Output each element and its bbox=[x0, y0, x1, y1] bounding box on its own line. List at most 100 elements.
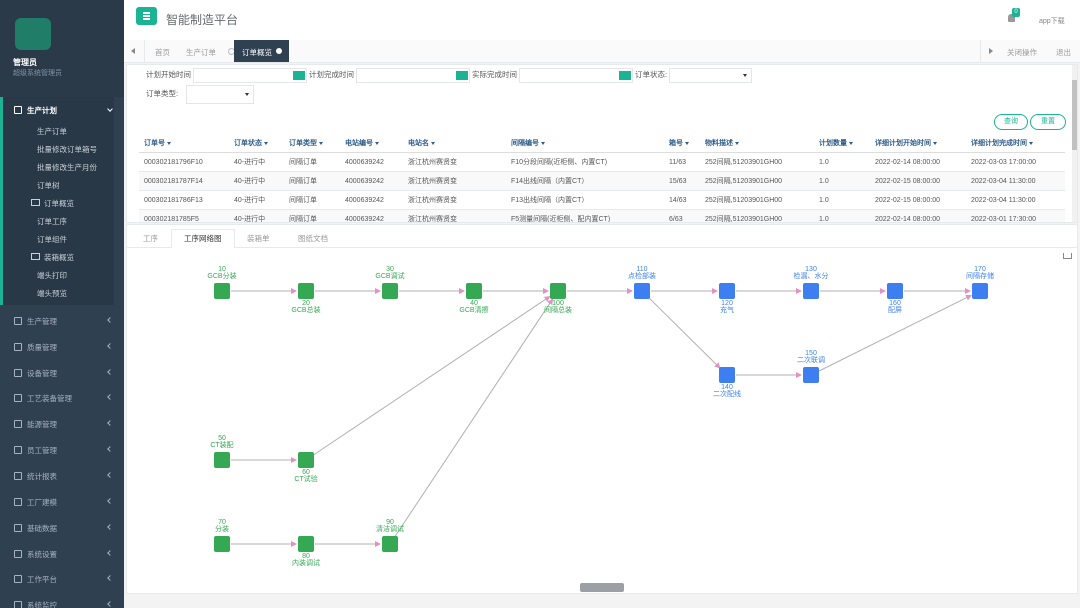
tab[interactable]: 生产订单 bbox=[186, 48, 216, 57]
submenu-item[interactable]: 订单概览 bbox=[0, 197, 124, 209]
process-node[interactable] bbox=[803, 367, 819, 383]
process-node[interactable] bbox=[214, 452, 230, 468]
menu-item[interactable]: 工厂建模 bbox=[0, 496, 124, 508]
column-header[interactable]: 详细计划开始时间 bbox=[870, 134, 966, 153]
detail-tab[interactable]: 装箱单 bbox=[247, 234, 270, 243]
menu-toggle[interactable] bbox=[136, 7, 157, 25]
column-header[interactable]: 订单状态 bbox=[229, 134, 284, 153]
node-code: 30 bbox=[386, 266, 394, 273]
sort-icon[interactable] bbox=[685, 142, 689, 145]
sort-icon[interactable] bbox=[264, 142, 268, 145]
filter-label: 订单类型: bbox=[146, 89, 179, 98]
column-header[interactable]: 物料描述 bbox=[700, 134, 814, 153]
submenu-item[interactable]: 端头预览 bbox=[0, 287, 124, 299]
process-node[interactable] bbox=[719, 367, 735, 383]
logout[interactable]: 退出 bbox=[1056, 48, 1071, 57]
submenu-item[interactable]: 装箱概览 bbox=[0, 251, 124, 263]
table-row[interactable]: 000302181785F5 40-进行中 间隔订单 4000639242 浙江杭州赛贤… bbox=[139, 209, 1065, 222]
menu-item[interactable]: 质量管理 bbox=[0, 341, 124, 353]
sort-icon[interactable] bbox=[375, 142, 379, 145]
column-header[interactable]: 订单类型 bbox=[284, 134, 340, 153]
menu-item[interactable]: 工艺装备管理 bbox=[0, 392, 124, 404]
table-cell: 40-进行中 bbox=[229, 209, 284, 222]
submenu-item[interactable]: 批量修改订单箱号 bbox=[0, 143, 124, 155]
table-cell: 浙江杭州赛贤变 bbox=[403, 171, 506, 191]
bell-icon[interactable] bbox=[1008, 14, 1015, 22]
menu-item[interactable]: 系统设置 bbox=[0, 548, 124, 560]
process-node[interactable] bbox=[634, 283, 650, 299]
menu-item[interactable]: 生产管理 bbox=[0, 315, 124, 327]
menu-item[interactable]: 基础数据 bbox=[0, 522, 124, 534]
table-row[interactable]: 000302181796F10 40-进行中 间隔订单 4000639242 浙江杭州赛… bbox=[139, 152, 1065, 172]
process-node[interactable] bbox=[719, 283, 735, 299]
submenu-item[interactable]: 批量修改生产月份 bbox=[0, 161, 124, 173]
type-select[interactable] bbox=[186, 85, 254, 104]
app-download[interactable]: app下载 bbox=[1039, 18, 1065, 25]
process-node[interactable] bbox=[466, 283, 482, 299]
column-header[interactable]: 间隔编号 bbox=[506, 134, 664, 153]
detail-tab[interactable]: 工序网络图 bbox=[184, 234, 222, 243]
column-header[interactable]: 电站名 bbox=[403, 134, 506, 153]
process-node[interactable] bbox=[550, 283, 566, 299]
table-row[interactable]: 000302181786F13 40-进行中 间隔订单 4000639242 浙江杭州赛… bbox=[139, 190, 1065, 210]
sort-icon[interactable] bbox=[1029, 142, 1033, 145]
process-node[interactable] bbox=[803, 283, 819, 299]
tab-scroll-left[interactable] bbox=[124, 40, 145, 62]
close-ops[interactable]: 关闭操作 bbox=[1007, 48, 1037, 57]
process-node[interactable] bbox=[972, 283, 988, 299]
menu-item[interactable]: 能源管理 bbox=[0, 418, 124, 430]
submenu-label: 批量修改生产月份 bbox=[37, 163, 97, 172]
sort-icon[interactable] bbox=[319, 142, 323, 145]
user-role[interactable]: 超级系统管理员 bbox=[13, 70, 62, 77]
active-detail-tab[interactable] bbox=[171, 229, 235, 248]
column-header[interactable]: 电站编号 bbox=[340, 134, 403, 153]
column-header[interactable]: 详细计划完成时间 bbox=[966, 134, 1065, 153]
submenu-item[interactable]: 订单工序 bbox=[0, 215, 124, 227]
active-tab[interactable] bbox=[234, 40, 289, 62]
sort-icon[interactable] bbox=[735, 142, 739, 145]
table-row[interactable]: 000302181787F14 40-进行中 间隔订单 4000639242 浙江杭州赛… bbox=[139, 171, 1065, 191]
column-header[interactable]: 箱号 bbox=[664, 134, 700, 153]
detail-tab[interactable]: 图纸文档 bbox=[298, 234, 328, 243]
tab[interactable]: 订单概览 bbox=[242, 48, 272, 57]
menu-item[interactable]: 设备管理 bbox=[0, 367, 124, 379]
process-node[interactable] bbox=[887, 283, 903, 299]
submenu-item[interactable]: 订单树 bbox=[0, 179, 124, 191]
process-node[interactable] bbox=[298, 536, 314, 552]
tab-scroll-right[interactable] bbox=[980, 40, 1001, 62]
submenu-item[interactable]: 生产订单 bbox=[0, 125, 124, 137]
sort-icon[interactable] bbox=[849, 142, 853, 145]
resize-handle[interactable] bbox=[580, 583, 624, 592]
tab-close[interactable] bbox=[276, 48, 282, 54]
process-node[interactable] bbox=[382, 536, 398, 552]
date-input[interactable] bbox=[519, 68, 633, 83]
menu-item[interactable]: 系统监控 bbox=[0, 599, 124, 608]
menu-item[interactable]: 统计报表 bbox=[0, 470, 124, 482]
column-header[interactable]: 计划数量 bbox=[814, 134, 870, 153]
tab[interactable]: 首页 bbox=[155, 48, 170, 57]
sort-icon[interactable] bbox=[431, 142, 435, 145]
node-code: 40 bbox=[470, 300, 478, 307]
menu-item[interactable]: 生产计划 bbox=[0, 104, 124, 116]
menu-item[interactable]: 员工管理 bbox=[0, 444, 124, 456]
download-icon[interactable] bbox=[1063, 253, 1072, 259]
process-node[interactable] bbox=[214, 536, 230, 552]
process-node[interactable] bbox=[298, 452, 314, 468]
date-input[interactable] bbox=[356, 68, 470, 83]
reset-button[interactable]: 重置 bbox=[1030, 114, 1066, 130]
detail-tab[interactable]: 工序 bbox=[143, 234, 158, 243]
submenu-item[interactable]: 订单组件 bbox=[0, 233, 124, 245]
submenu-item[interactable]: 端头打印 bbox=[0, 269, 124, 281]
process-node[interactable] bbox=[382, 283, 398, 299]
sort-icon[interactable] bbox=[541, 142, 545, 145]
sort-icon[interactable] bbox=[933, 142, 937, 145]
menu-item[interactable]: 工作平台 bbox=[0, 573, 124, 585]
status-select[interactable] bbox=[669, 68, 752, 83]
process-node[interactable] bbox=[298, 283, 314, 299]
search-button[interactable]: 查询 bbox=[994, 114, 1028, 130]
column-header[interactable]: 订单号 bbox=[139, 134, 229, 153]
process-node[interactable] bbox=[214, 283, 230, 299]
date-input[interactable] bbox=[193, 68, 307, 83]
sort-icon[interactable] bbox=[167, 142, 171, 145]
